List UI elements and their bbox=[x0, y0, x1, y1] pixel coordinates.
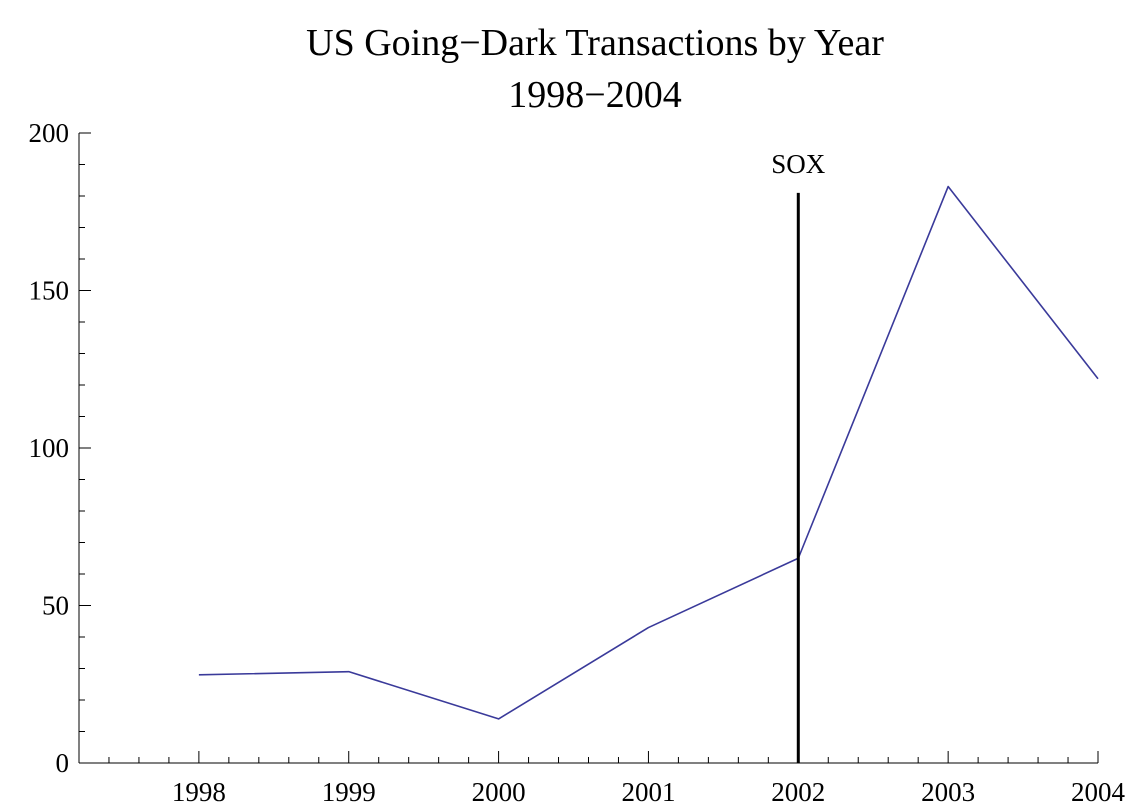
y-tick-label: 0 bbox=[56, 748, 70, 778]
chart-title: US Going−Dark Transactions by Year bbox=[306, 22, 884, 64]
y-tick-label: 150 bbox=[29, 276, 70, 306]
chart-subtitle: 1998−2004 bbox=[508, 74, 681, 116]
x-tick-label: 2000 bbox=[472, 777, 526, 807]
x-tick-label: 1999 bbox=[322, 777, 376, 807]
sox-marker-label: SOX bbox=[771, 149, 826, 179]
annotation-layer: SOX bbox=[771, 149, 826, 763]
y-tick-label: 100 bbox=[29, 433, 70, 463]
y-axis: 0 50 100 150 200 bbox=[29, 118, 91, 778]
series-layer bbox=[198, 185, 1099, 720]
series-line bbox=[198, 185, 1099, 720]
x-tick-label: 2001 bbox=[621, 777, 675, 807]
x-tick-label: 1998 bbox=[172, 777, 226, 807]
y-ticks: 0 50 100 150 200 bbox=[29, 118, 91, 778]
x-axis: 1998 1999 2000 2001 2002 2003 2004 bbox=[78, 751, 1126, 807]
x-tick-label: 2003 bbox=[921, 777, 975, 807]
y-tick-label: 200 bbox=[29, 118, 70, 148]
x-tick-label: 2002 bbox=[771, 777, 825, 807]
x-tick-label: 2004 bbox=[1071, 777, 1126, 807]
y-tick-label: 50 bbox=[42, 591, 69, 621]
x-ticks: 1998 1999 2000 2001 2002 2003 2004 bbox=[78, 751, 1126, 807]
